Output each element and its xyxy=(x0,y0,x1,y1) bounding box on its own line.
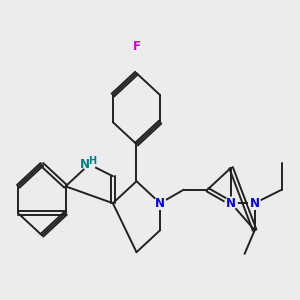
Text: N: N xyxy=(226,197,236,210)
Text: N: N xyxy=(155,197,165,210)
Circle shape xyxy=(154,197,166,209)
Circle shape xyxy=(131,41,142,51)
Text: F: F xyxy=(133,40,140,52)
Circle shape xyxy=(225,197,237,209)
Text: N: N xyxy=(250,197,260,210)
Text: H: H xyxy=(88,156,97,166)
Circle shape xyxy=(83,158,95,170)
Text: N: N xyxy=(80,158,90,171)
Circle shape xyxy=(249,197,261,209)
